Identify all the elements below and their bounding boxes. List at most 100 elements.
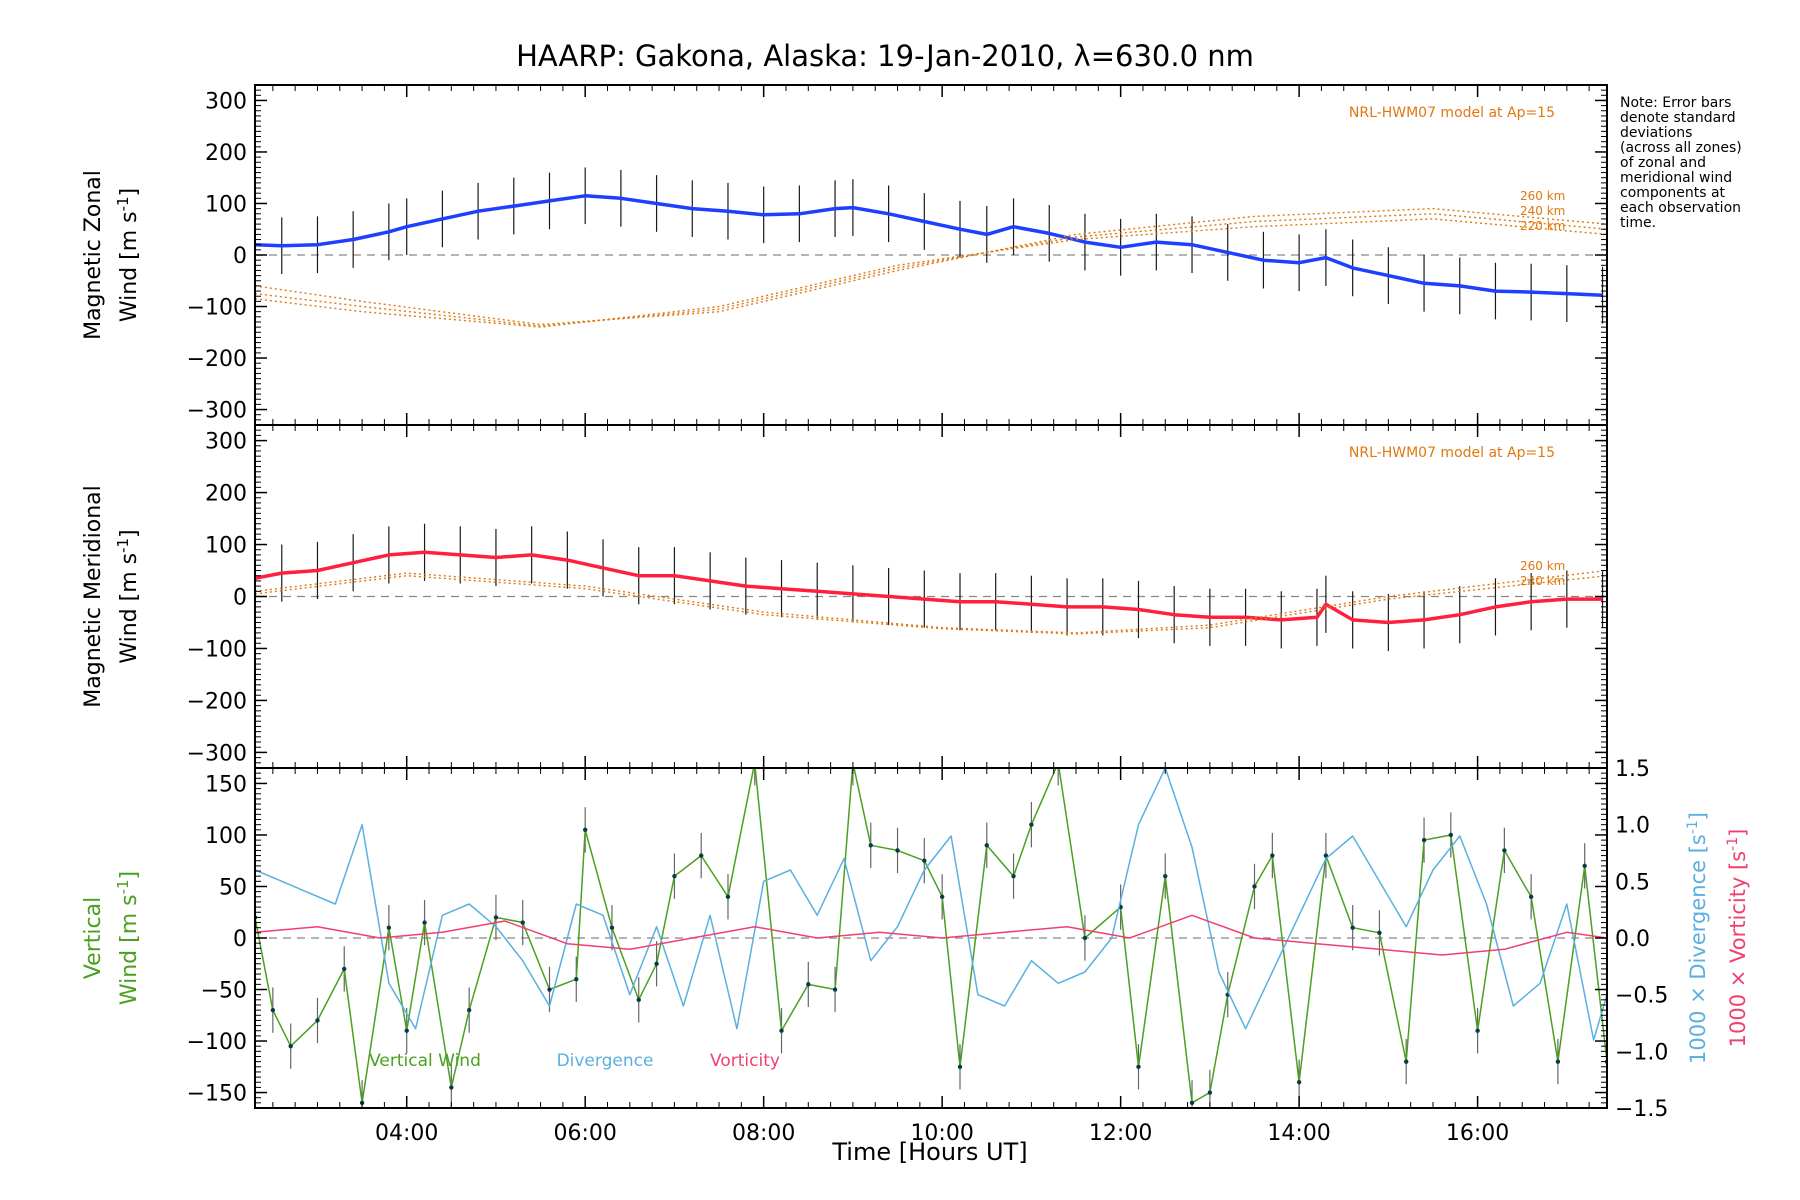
model-altitude-label: 240 km — [1520, 204, 1565, 218]
y2-axis-label-divergence-end: ] — [1686, 812, 1710, 820]
y-tick-label: 100 — [205, 824, 247, 849]
y-tick-label: −200 — [187, 689, 247, 714]
vertical-wind-series-line — [255, 768, 1607, 1104]
y-axis-label-line2: Wind [m s-1] — [114, 871, 142, 1005]
data-point — [1448, 832, 1454, 838]
260-km-series-line — [255, 207, 1607, 326]
model-altitude-label: 240 km — [1520, 574, 1565, 588]
y2-tick-label: −0.5 — [1615, 984, 1668, 1009]
y2-tick-label: −1.0 — [1615, 1040, 1668, 1065]
data-point — [636, 997, 641, 1003]
y2-axis-label-divergence-text: 1000 × Divergence [s — [1686, 834, 1710, 1064]
y2-axis-label-vorticity: 1000 × Vorticity [s-1] — [1725, 829, 1750, 1048]
y2-tick-label: −1.5 — [1615, 1097, 1668, 1122]
note-line: each observation — [1620, 200, 1741, 216]
data-point — [1421, 837, 1427, 843]
meridional-series-line — [255, 550, 1603, 625]
y-tick-label: −100 — [187, 296, 247, 321]
y-tick-label: 100 — [205, 192, 247, 217]
data-point — [547, 987, 552, 992]
y-axis-label-line1: Magnetic Zonal — [81, 170, 106, 340]
y-tick-label: 200 — [205, 141, 247, 166]
data-point — [868, 843, 873, 848]
data-point — [1475, 1028, 1480, 1033]
y-tick-label: −50 — [201, 979, 247, 1004]
y-tick-label: −100 — [187, 637, 247, 662]
zonal-series-line — [255, 194, 1603, 297]
x-tick-label: 12:00 — [1089, 1121, 1152, 1146]
note-line: time. — [1620, 215, 1656, 231]
data-point — [1555, 1059, 1561, 1064]
data-point — [699, 853, 704, 858]
series-layer — [255, 768, 1607, 1108]
y-tick-label: 100 — [205, 534, 247, 559]
x-tick-label: 10:00 — [910, 1121, 973, 1146]
data-point — [422, 920, 427, 925]
note-line: components at — [1620, 185, 1726, 201]
data-point — [806, 982, 811, 987]
data-point — [895, 848, 900, 853]
y2-tick-label: 0.0 — [1615, 927, 1650, 952]
data-point — [1350, 925, 1355, 930]
note-line: deviations — [1620, 125, 1692, 141]
y-tick-label: −300 — [187, 399, 247, 424]
y-tick-label: 150 — [205, 772, 247, 797]
240-km-series-line — [255, 575, 1607, 635]
data-point — [1011, 873, 1016, 879]
model-altitude-label: 260 km — [1520, 559, 1565, 573]
data-point — [1207, 1090, 1213, 1095]
data-point — [957, 1064, 963, 1069]
vorticity-series-line — [255, 914, 1607, 956]
data-point — [1404, 1059, 1409, 1064]
y-axis-label-unit: Wind [m s — [117, 211, 142, 322]
data-point — [984, 843, 989, 848]
data-point — [342, 966, 347, 972]
y-tick-label: −200 — [187, 347, 247, 372]
y-axis-label-end: ] — [117, 871, 142, 880]
y2-axis-label-divergence: 1000 × Divergence [s-1] — [1685, 812, 1710, 1064]
divergence-series-line — [255, 768, 1607, 1041]
y-tick-label: 200 — [205, 482, 247, 507]
y-axis-label-line2: Wind [m s-1] — [114, 188, 142, 322]
meridional-wind-panel: 300 200 100 0 −100 −200 −300 Magnetic Meridiona… — [81, 424, 1608, 769]
y-tick-label: 50 — [219, 875, 247, 900]
data-point — [1082, 935, 1088, 941]
data-point — [1270, 853, 1275, 858]
model-altitude-label: 260 km — [1520, 189, 1565, 203]
data-point — [1296, 1080, 1302, 1085]
y-axis-label-line1: Vertical — [81, 897, 106, 979]
x-tick-label: 08:00 — [732, 1121, 795, 1146]
data-point — [1377, 930, 1382, 936]
y-axis-label-sup: -1 — [114, 879, 132, 894]
y-tick-label: 0 — [233, 927, 247, 952]
y-axis-label-line1: Magnetic Meridional — [81, 485, 106, 707]
y-axis-label-sup: -1 — [114, 196, 132, 211]
legend-entry: Divergence — [557, 1051, 654, 1071]
series-layer — [255, 523, 1607, 652]
data-point — [493, 915, 499, 920]
legend-entry: Vertical Wind — [369, 1051, 481, 1071]
model-label: NRL-HWM07 model at Ap=15 — [1349, 445, 1555, 461]
chart-title: HAARP: Gakona, Alaska: 19-Jan-2010, λ=63… — [516, 39, 1254, 73]
data-point — [1029, 822, 1034, 827]
note-block: Note: Error bars denote standard deviati… — [1620, 95, 1742, 231]
y-axis-label-unit: Wind [m s — [117, 553, 142, 664]
y-axis-label-end: ] — [117, 188, 142, 197]
data-point — [1252, 884, 1257, 889]
y2-axis-label-vorticity-sup: -1 — [1725, 837, 1741, 851]
y-axis-label-sup: -1 — [114, 538, 132, 553]
note-line: of zonal and — [1620, 155, 1706, 171]
data-point — [922, 858, 927, 863]
data-point — [520, 920, 525, 925]
x-tick-label: 14:00 — [1267, 1121, 1330, 1146]
x-tick-label: 06:00 — [553, 1121, 616, 1146]
data-point — [1528, 894, 1534, 899]
data-point — [779, 1028, 784, 1033]
note-line: denote standard — [1620, 110, 1736, 126]
data-point — [1502, 848, 1507, 853]
data-point — [449, 1085, 454, 1090]
model-altitude-label: 220 km — [1520, 219, 1565, 233]
data-point — [315, 1018, 320, 1023]
y-tick-label: 300 — [205, 89, 247, 114]
legend-entry: Vorticity — [710, 1051, 780, 1071]
